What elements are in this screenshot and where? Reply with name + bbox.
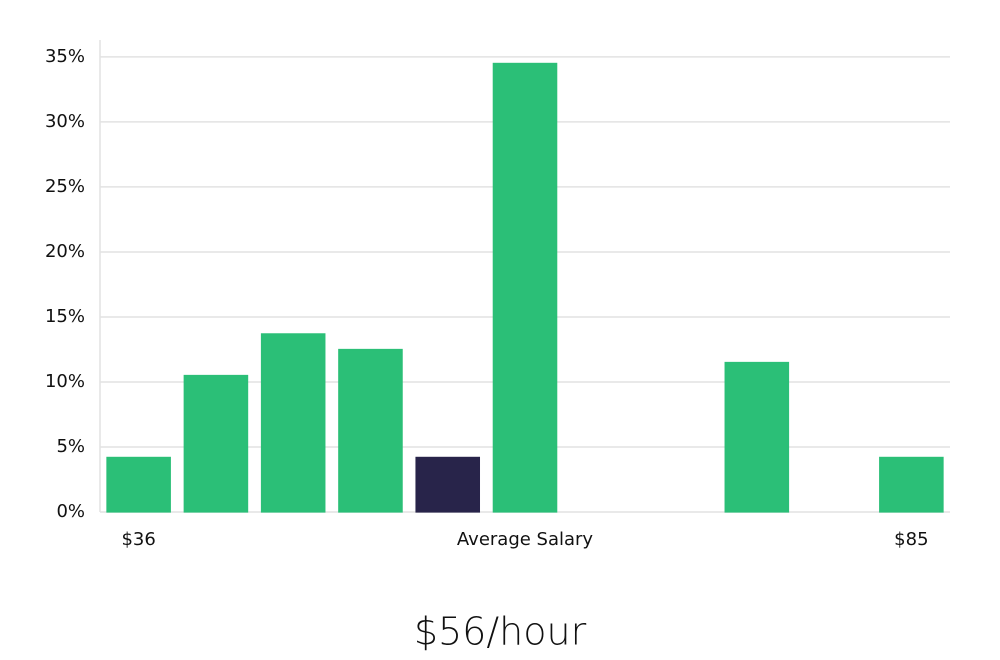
y-tick-label: 25% <box>45 176 85 197</box>
bar <box>260 333 326 513</box>
y-tick-label: 10% <box>45 371 85 392</box>
y-tick-label: 5% <box>56 436 85 457</box>
bar <box>338 348 403 513</box>
y-tick-label: 15% <box>45 306 85 327</box>
bar <box>106 456 171 513</box>
bar <box>879 456 944 513</box>
y-tick-label: 20% <box>45 241 85 262</box>
y-tick-label: 35% <box>45 46 85 67</box>
annotation: $56/hour <box>414 610 587 654</box>
y-tick-label: 30% <box>45 111 85 132</box>
x-axis-label: Average Salary <box>457 529 594 550</box>
bar <box>183 374 249 513</box>
bar <box>415 456 481 513</box>
y-tick-label: 0% <box>56 501 85 522</box>
x-tick-label: $85 <box>894 529 928 550</box>
bar <box>724 361 790 513</box>
x-tick-label: $36 <box>121 529 155 550</box>
bar <box>492 62 558 513</box>
